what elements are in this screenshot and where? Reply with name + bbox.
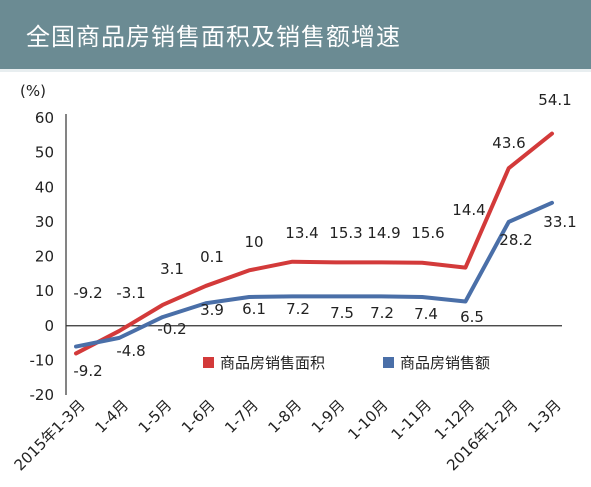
x-tick-label: 1-9月 [308, 396, 349, 437]
data-label-area: 15.6 [411, 224, 444, 242]
data-label-area: 13.4 [285, 224, 318, 242]
x-tick-label: 1-7月 [221, 396, 262, 437]
data-label-area: 10 [244, 233, 263, 251]
x-tick-label: 1-8月 [265, 396, 306, 437]
x-tick-label: 1-11月 [388, 396, 435, 443]
data-label-amount: 7.2 [286, 300, 310, 318]
y-tick-label: 60 [35, 109, 54, 127]
data-label-amount: 7.2 [370, 304, 394, 322]
y-axis-unit-label: (%) [20, 82, 46, 100]
y-tick-label: -10 [30, 351, 55, 369]
data-label-amount: -4.8 [116, 342, 145, 360]
data-label-amount: 6.1 [242, 300, 266, 318]
chart-title: 全国商品房销售面积及销售额增速 [26, 23, 401, 51]
data-label-amount: 3.9 [200, 301, 224, 319]
x-tick-label: 1-3月 [524, 396, 565, 437]
data-label-area: 14.4 [452, 201, 485, 219]
y-tick-label: -20 [30, 386, 55, 404]
data-label-amount: -9.2 [73, 362, 102, 380]
legend-swatch [383, 357, 394, 368]
x-tick-label: 1-4月 [91, 396, 132, 437]
data-label-amount: 7.5 [330, 304, 354, 322]
x-tick-label: 1-5月 [135, 396, 176, 437]
data-label-area: 54.1 [538, 91, 571, 109]
legend-label: 商品房销售面积 [220, 354, 325, 372]
legend-label: 商品房销售额 [400, 354, 490, 372]
x-tick-label: 2015年1-3月 [11, 396, 89, 474]
y-tick-label: 40 [35, 178, 54, 196]
data-label-area: 3.1 [160, 260, 184, 278]
legend-swatch [203, 357, 214, 368]
data-label-area: -9.2 [73, 284, 102, 302]
x-tick-label: 1-6月 [178, 396, 219, 437]
data-label-amount: 28.2 [499, 231, 532, 249]
data-label-amount: 6.5 [460, 308, 484, 326]
series-line-area [74, 131, 554, 356]
data-label-area: 15.3 [329, 224, 362, 242]
data-label-amount: 7.4 [414, 305, 438, 323]
data-label-area: 43.6 [492, 134, 525, 152]
y-tick-label: 20 [35, 248, 54, 266]
y-tick-label: 30 [35, 213, 54, 231]
data-label-area: 0.1 [200, 248, 224, 266]
data-label-amount: 33.1 [543, 213, 576, 231]
y-tick-label: 50 [35, 144, 54, 162]
data-label-area: -3.1 [116, 284, 145, 302]
x-tick-label: 1-10月 [344, 396, 391, 443]
y-tick-label: 10 [35, 282, 54, 300]
y-tick-label: 0 [44, 317, 54, 335]
data-label-area: 14.9 [367, 224, 400, 242]
data-label-amount: -0.2 [157, 320, 186, 338]
series-line-amount [74, 200, 554, 349]
title-banner: 全国商品房销售面积及销售额增速 [0, 0, 591, 72]
